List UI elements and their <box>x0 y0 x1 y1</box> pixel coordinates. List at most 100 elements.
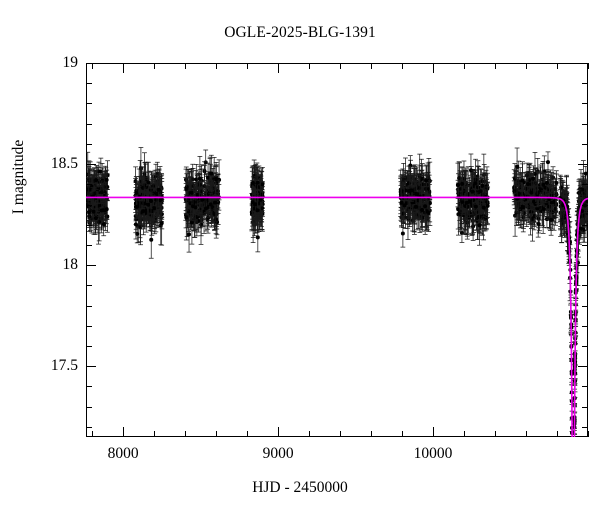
axis-tick <box>86 224 92 226</box>
axis-tick <box>86 285 92 287</box>
data-point <box>200 197 205 202</box>
axis-tick <box>340 431 342 437</box>
axis-tick <box>582 103 588 105</box>
data-point <box>155 191 160 196</box>
data-point <box>400 231 405 236</box>
axis-tick <box>582 325 588 327</box>
data-point <box>401 211 406 216</box>
data-point <box>96 203 101 208</box>
data-point <box>409 188 414 193</box>
data-point <box>255 235 260 240</box>
data-point <box>559 185 564 190</box>
axis-tick <box>582 184 588 186</box>
model-curve <box>86 196 588 437</box>
data-point <box>189 220 194 225</box>
data-point <box>414 204 419 209</box>
data-point <box>134 190 139 195</box>
data-point <box>471 197 476 202</box>
axis-tick <box>154 431 156 437</box>
data-point <box>253 202 258 207</box>
axis-tick <box>278 427 280 437</box>
axis-tick <box>557 63 558 69</box>
axis-tick <box>582 386 588 388</box>
data-point <box>549 217 554 222</box>
x-tick-label: 10000 <box>413 445 453 462</box>
axis-tick <box>371 63 373 69</box>
data-point <box>146 202 151 207</box>
data-point <box>197 176 202 181</box>
axis-tick <box>247 431 249 437</box>
axis-tick <box>582 83 588 85</box>
axis-tick <box>433 63 435 73</box>
x-tick-label: 8000 <box>107 445 139 462</box>
data-point <box>531 176 536 181</box>
data-point <box>541 207 546 212</box>
data-point <box>485 203 490 208</box>
axis-tick <box>578 63 588 64</box>
axis-tick <box>92 63 94 69</box>
data-point <box>580 209 585 214</box>
data-point <box>138 204 143 209</box>
axis-tick <box>582 305 588 307</box>
x-tick-label: 9000 <box>262 445 294 462</box>
x-axis-title: HJD - 2450000 <box>252 479 348 496</box>
data-point <box>159 221 164 226</box>
data-point <box>544 180 549 185</box>
data-point <box>420 207 425 212</box>
data-point <box>151 206 156 211</box>
data-point <box>101 222 106 227</box>
data-point <box>465 204 470 209</box>
axis-tick <box>588 431 589 437</box>
axis-tick <box>309 63 311 69</box>
data-point <box>258 197 263 202</box>
data-point <box>87 210 92 215</box>
data-point <box>543 185 548 190</box>
plot-frame <box>86 63 588 437</box>
axis-tick <box>309 431 311 437</box>
data-point <box>529 190 534 195</box>
data-point <box>149 199 153 204</box>
axis-tick <box>588 63 589 69</box>
data-point <box>468 168 473 173</box>
data-point <box>146 180 151 185</box>
data-point <box>410 200 415 205</box>
data-point <box>414 191 419 196</box>
axis-tick <box>86 305 92 307</box>
data-point <box>473 181 478 186</box>
data-point <box>525 182 530 187</box>
data-point <box>583 171 588 176</box>
data-point <box>260 206 265 211</box>
data-point <box>476 214 481 219</box>
axis-tick <box>582 143 588 145</box>
data-points-group <box>86 147 588 437</box>
data-point <box>191 204 196 209</box>
axis-tick <box>86 63 96 64</box>
data-point <box>470 189 475 194</box>
data-point <box>479 179 484 184</box>
axis-tick <box>86 325 92 327</box>
axis-tick <box>557 431 558 437</box>
data-point <box>402 203 407 208</box>
axis-tick <box>495 431 497 437</box>
axis-tick <box>402 63 404 69</box>
data-point <box>408 163 413 168</box>
axis-tick <box>86 103 92 105</box>
data-point <box>554 180 559 185</box>
data-point <box>584 199 588 204</box>
y-tick-label: 18 <box>62 256 79 274</box>
data-point <box>99 190 104 195</box>
data-point <box>149 208 154 213</box>
y-tick-label: 19 <box>62 54 79 71</box>
y-tick-label: 18.5 <box>50 155 78 173</box>
axis-tick <box>247 63 249 69</box>
axis-tick <box>86 164 96 166</box>
axis-tick <box>433 427 435 437</box>
data-point <box>539 188 544 193</box>
data-point <box>189 190 194 195</box>
axis-tick <box>402 431 404 437</box>
axis-tick <box>526 63 528 69</box>
data-point <box>471 224 476 229</box>
data-point <box>212 212 217 217</box>
data-point <box>209 171 214 176</box>
